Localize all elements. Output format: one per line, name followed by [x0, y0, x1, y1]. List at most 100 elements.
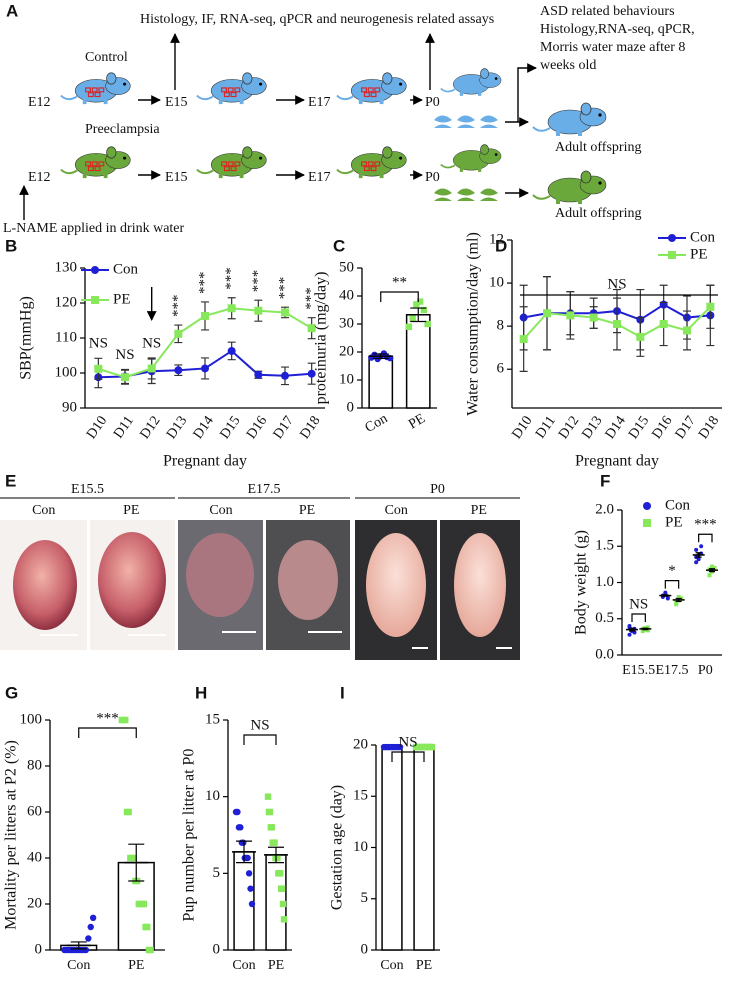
- panel-letter: D: [495, 236, 507, 255]
- data-point: [420, 306, 428, 314]
- annotation: ***: [303, 287, 319, 310]
- y-tick-label: 2.0: [595, 501, 614, 517]
- y-tick-label: 130: [55, 259, 78, 275]
- x-tick-label: D18: [696, 414, 722, 442]
- y-axis-label: Gestation age (day): [329, 785, 346, 910]
- data-point: [405, 323, 413, 330]
- data-point: [674, 602, 679, 607]
- data-point: [566, 311, 575, 320]
- data-point: [281, 371, 289, 380]
- assays-text: Histology, IF, RNA-seq, qPCR and neuroge…: [140, 12, 494, 27]
- bar: [413, 746, 435, 951]
- x-tick-label: D11: [111, 414, 137, 442]
- annotation: ***: [250, 270, 266, 293]
- x-tick-label: D15: [626, 414, 652, 442]
- mouse-icon: [440, 67, 502, 97]
- data-point: [254, 370, 263, 379]
- significance-bracket: [243, 734, 277, 745]
- data-point: [91, 266, 99, 274]
- data-point: [278, 885, 286, 892]
- x-tick-label: D14: [191, 414, 217, 442]
- y-axis-label: Mortality per litters at P2 (%): [3, 740, 20, 930]
- data-point: [640, 629, 645, 634]
- data-point: [424, 320, 431, 328]
- column-label: PE: [299, 503, 315, 518]
- data-point: [694, 547, 699, 552]
- y-tick-label: 0: [213, 941, 221, 957]
- x-tick-label: Con: [67, 958, 90, 973]
- panel-letter: A: [6, 1, 18, 20]
- data-point: [201, 311, 209, 320]
- y-tick-label: 15: [205, 711, 220, 727]
- mouse-icon: [440, 143, 502, 173]
- x-tick-label: E17.5: [655, 663, 688, 678]
- stage-label: E12: [28, 170, 51, 185]
- y-tick-label: 5: [361, 890, 369, 906]
- data-point: [707, 573, 712, 578]
- significance-label: NS: [398, 734, 417, 750]
- x-tick-label: D13: [579, 414, 605, 442]
- annotation: ***: [170, 295, 186, 318]
- significance-bracket: [664, 580, 680, 589]
- annotation: NS: [142, 335, 161, 351]
- data-point: [227, 346, 236, 355]
- panel-letter: H: [195, 683, 207, 702]
- significance-bracket: [380, 291, 419, 302]
- group-header: E15.5: [71, 482, 104, 497]
- data-point: [82, 946, 90, 954]
- x-tick-label: D10: [84, 414, 110, 442]
- legend-label: Con: [113, 261, 139, 277]
- data-point: [244, 854, 251, 862]
- treatment-label: L-NAME applied in drink water: [3, 221, 185, 236]
- y-tick-label: 10: [489, 275, 504, 291]
- embryo-image: [186, 533, 254, 617]
- legend-label: Con: [690, 229, 716, 245]
- significance-label: *: [668, 563, 676, 579]
- data-point: [264, 793, 272, 800]
- panel-letter: C: [333, 236, 345, 255]
- y-tick-label: 100: [20, 711, 43, 727]
- y-tick-label: 40: [27, 849, 42, 865]
- adult-label: Adult offspring: [555, 206, 641, 221]
- column-label: Con: [32, 503, 55, 518]
- legend-label: PE: [113, 291, 131, 307]
- embryo-image: [13, 540, 77, 630]
- x-tick-label: D11: [533, 414, 559, 442]
- y-tick-label: 6: [497, 361, 505, 377]
- x-tick-label: D10: [509, 414, 535, 442]
- data-point: [147, 946, 154, 954]
- pup-image: [454, 533, 506, 637]
- x-tick-label: D13: [164, 414, 190, 442]
- x-tick-label: D18: [297, 414, 323, 442]
- y-tick-label: 90: [62, 399, 77, 415]
- data-point: [694, 560, 699, 565]
- data-point: [307, 369, 316, 378]
- stage-label: E15: [165, 170, 188, 185]
- group-header: E17.5: [247, 482, 280, 497]
- data-point: [663, 590, 668, 595]
- data-point: [91, 296, 99, 304]
- x-tick-label: PE: [416, 958, 432, 973]
- significance-label: ***: [694, 517, 717, 533]
- group-label: Preeclampsia: [85, 122, 160, 137]
- data-point: [627, 632, 632, 637]
- y-tick-label: 40: [339, 287, 354, 303]
- data-point: [237, 824, 244, 831]
- data-point: [271, 839, 278, 846]
- data-point: [174, 366, 183, 375]
- x-tick-label: D16: [244, 414, 270, 442]
- data-point: [668, 251, 676, 259]
- panel-a: A Histology, IF, RNA-seq, qPCR and neuro…: [3, 1, 695, 236]
- data-point: [274, 854, 281, 862]
- panel-letter: I: [340, 683, 345, 702]
- y-tick-label: 20: [27, 895, 42, 911]
- y-tick-label: 1.5: [595, 538, 614, 554]
- annotation: NS: [89, 336, 108, 352]
- y-axis-label: Pup number per litter at P0: [181, 749, 198, 922]
- data-point: [589, 313, 598, 322]
- data-point: [94, 364, 103, 373]
- data-point: [627, 624, 632, 628]
- bar: [368, 355, 394, 409]
- x-tick-label: D17: [271, 414, 297, 442]
